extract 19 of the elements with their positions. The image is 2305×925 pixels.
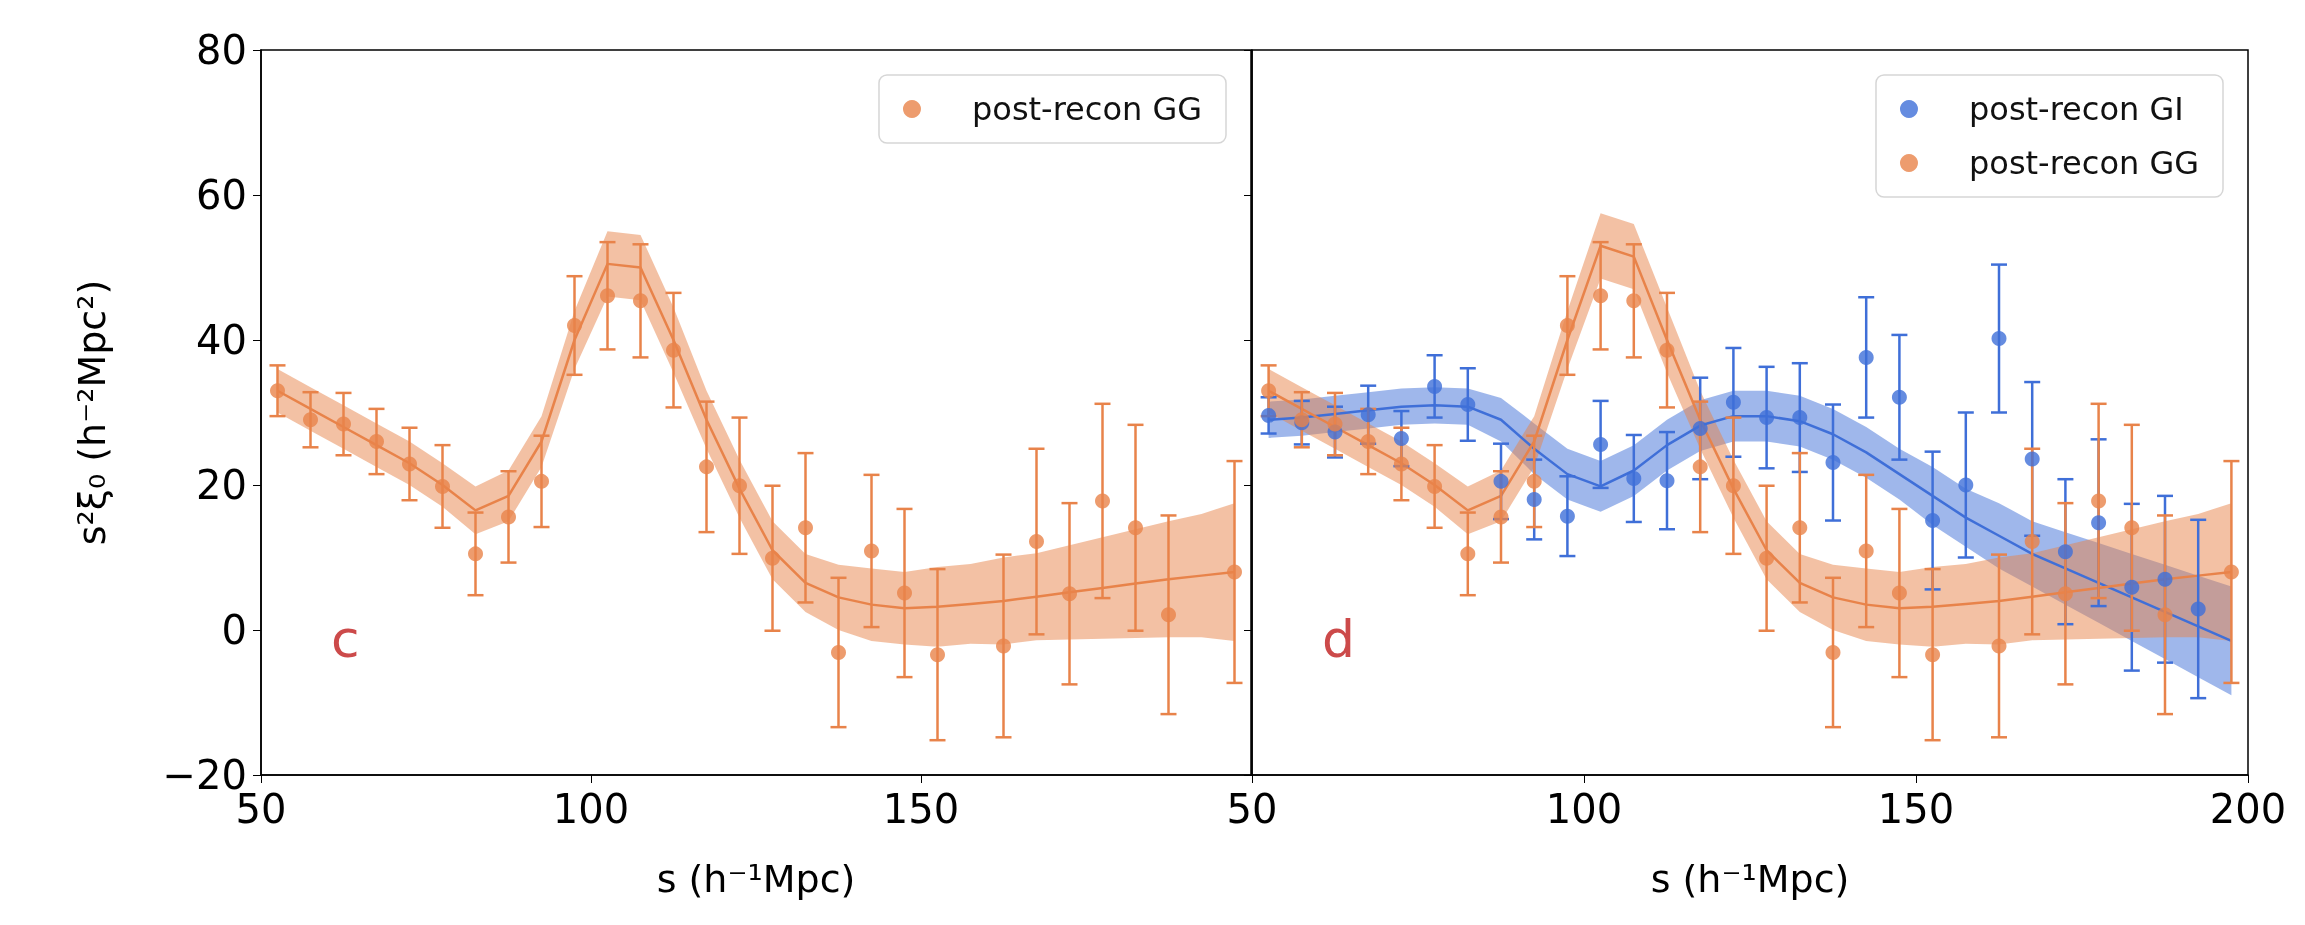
x-tick-label: 150 — [882, 786, 960, 832]
y-tick-label: 60 — [196, 172, 247, 218]
y-tick-label: 20 — [196, 462, 247, 508]
y-tick-label: 80 — [196, 27, 247, 73]
legend-label: post-recon GG — [971, 90, 1202, 128]
x-tick-label: 100 — [552, 786, 630, 832]
legend-label: post-recon GG — [1968, 144, 2199, 182]
legend-label: post-recon GI — [1968, 90, 2184, 128]
x-tick-label: 100 — [1545, 786, 1623, 832]
x-axis-title: s (h⁻¹Mpc) — [656, 857, 856, 901]
y-tick-label: 40 — [196, 317, 247, 363]
annotation: c — [331, 609, 360, 669]
x-tick-label: 150 — [1877, 786, 1955, 832]
y-tick-label: 0 — [221, 607, 247, 653]
x-tick-label: 50 — [1226, 786, 1278, 832]
x-axis-title: s (h⁻¹Mpc) — [1650, 857, 1850, 901]
x-tick-label: 200 — [2209, 786, 2287, 832]
annotation: d — [1322, 609, 1356, 669]
y-axis-title: s²ξ₀ (h⁻²Mpc²) — [70, 279, 114, 546]
